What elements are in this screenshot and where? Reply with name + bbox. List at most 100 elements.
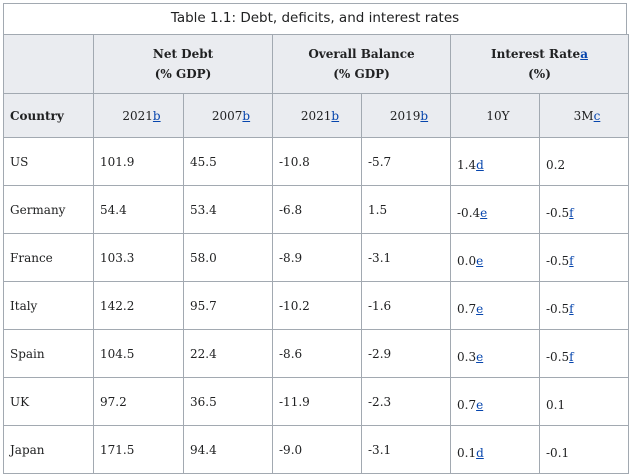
country-cell: US bbox=[3, 137, 94, 186]
rate-10y-cell: 0.7e bbox=[450, 377, 540, 426]
rate-10y-header: 10Y bbox=[450, 93, 540, 138]
overall-balance-header: Overall Balance (% GDP) bbox=[272, 34, 451, 94]
table-row: US 101.9 45.5 -10.8 -5.7 1.4d 0.2 bbox=[3, 137, 629, 186]
footnote-link[interactable]: a bbox=[580, 47, 588, 61]
cell-value: -10.2 bbox=[279, 298, 310, 313]
rate-10y-cell: 1.4d bbox=[450, 137, 540, 186]
cell-value: US bbox=[10, 154, 29, 169]
cell-value: 0.3 bbox=[457, 349, 477, 364]
cell-value: 36.5 bbox=[190, 394, 217, 409]
cell-value: -0.4 bbox=[457, 205, 481, 220]
net-debt-header: Net Debt (% GDP) bbox=[93, 34, 273, 94]
cell-value: 58.0 bbox=[190, 250, 217, 265]
balance-2021-cell: -8.9 bbox=[272, 233, 362, 282]
cell-value: 103.3 bbox=[100, 250, 135, 265]
header-label: 2019 bbox=[389, 108, 421, 123]
cell-value: 104.5 bbox=[100, 346, 135, 361]
rate-10y-cell: 0.0e bbox=[450, 233, 540, 282]
cell-value: 142.2 bbox=[100, 298, 135, 313]
header-label: 3M bbox=[573, 108, 594, 123]
country-header: Country bbox=[3, 93, 94, 138]
balance-2021-cell: -8.6 bbox=[272, 329, 362, 378]
net-debt-2021-cell: 171.5 bbox=[93, 425, 184, 474]
rate-3m-cell: -0.1 bbox=[539, 425, 629, 474]
rate-10y-cell: 0.3e bbox=[450, 329, 540, 378]
rate-3m-cell: -0.5f bbox=[539, 233, 629, 282]
header-label: 2021 bbox=[122, 108, 153, 123]
country-cell: UK bbox=[3, 377, 94, 426]
header-label: 10Y bbox=[486, 108, 510, 123]
cell-value: -0.1 bbox=[546, 445, 570, 460]
cell-value: 97.2 bbox=[100, 394, 127, 409]
net-debt-2007-cell: 53.4 bbox=[183, 185, 273, 234]
cell-value: -0.5 bbox=[546, 205, 570, 220]
footnote-link[interactable]: e bbox=[476, 349, 484, 364]
group-header-row: Net Debt (% GDP) Overall Balance (% GDP)… bbox=[3, 34, 629, 94]
balance-2019-cell: -3.1 bbox=[361, 233, 451, 282]
country-cell: Germany bbox=[3, 185, 94, 234]
cell-value: Germany bbox=[10, 202, 66, 217]
footnote-link[interactable]: d bbox=[476, 157, 484, 172]
net-debt-2007-cell: 94.4 bbox=[183, 425, 273, 474]
header-label: 2021 bbox=[300, 108, 332, 123]
cell-value: -3.1 bbox=[368, 442, 392, 457]
footnote-link[interactable]: b bbox=[331, 108, 340, 123]
rate-10y-cell: -0.4e bbox=[450, 185, 540, 234]
table-body: US 101.9 45.5 -10.8 -5.7 1.4d 0.2 Germany 54.4 53… bbox=[3, 137, 629, 474]
cell-value: -8.6 bbox=[279, 346, 303, 361]
balance-2021-cell: -10.2 bbox=[272, 281, 362, 330]
footnote-link[interactable]: e bbox=[476, 253, 484, 268]
footnote-link[interactable]: f bbox=[569, 349, 574, 364]
table-row: Italy 142.2 95.7 -10.2 -1.6 0.7e -0.5f bbox=[3, 281, 629, 330]
cell-value: -2.3 bbox=[368, 394, 392, 409]
table-caption: Table 1.1: Debt, deficits, and interest … bbox=[3, 3, 627, 34]
balance-2019-cell: -2.3 bbox=[361, 377, 451, 426]
footnote-link[interactable]: b bbox=[152, 108, 161, 123]
cell-value: -5.7 bbox=[368, 154, 392, 169]
cell-value: 0.1 bbox=[457, 445, 477, 460]
table-row: Germany 54.4 53.4 -6.8 1.5 -0.4e -0.5f bbox=[3, 185, 629, 234]
data-table: Net Debt (% GDP) Overall Balance (% GDP)… bbox=[3, 34, 629, 474]
cell-value: -11.9 bbox=[279, 394, 310, 409]
rate-10y-cell: 0.7e bbox=[450, 281, 540, 330]
footnote-link[interactable]: e bbox=[476, 397, 484, 412]
rate-3m-cell: 0.2 bbox=[539, 137, 629, 186]
country-cell: Spain bbox=[3, 329, 94, 378]
balance-2019-cell: 1.5 bbox=[361, 185, 451, 234]
cell-value: 95.7 bbox=[190, 298, 217, 313]
footnote-link[interactable]: f bbox=[569, 301, 574, 316]
footnote-link[interactable]: e bbox=[476, 301, 484, 316]
rate-3m-cell: -0.5f bbox=[539, 281, 629, 330]
footnote-link[interactable]: d bbox=[476, 445, 484, 460]
footnote-link[interactable]: f bbox=[569, 253, 574, 268]
footnote-link[interactable]: b bbox=[420, 108, 429, 123]
balance-2019-cell: -1.6 bbox=[361, 281, 451, 330]
net-debt-2021-cell: 54.4 bbox=[93, 185, 184, 234]
cell-value: -0.5 bbox=[546, 253, 570, 268]
footnote-link[interactable]: e bbox=[480, 205, 488, 220]
cell-value: 0.1 bbox=[546, 397, 566, 412]
cell-value: Spain bbox=[10, 346, 45, 361]
footnote-link[interactable]: f bbox=[569, 205, 574, 220]
footnote-link[interactable]: c bbox=[593, 108, 601, 123]
balance-2021-cell: -11.9 bbox=[272, 377, 362, 426]
net-debt-2021-cell: 97.2 bbox=[93, 377, 184, 426]
cell-value: -6.8 bbox=[279, 202, 303, 217]
table-row: Spain 104.5 22.4 -8.6 -2.9 0.3e -0.5f bbox=[3, 329, 629, 378]
sub-header-row: Country 2021b 2007b 2021b 2019b 10Y 3Mc bbox=[3, 93, 629, 138]
interest-rate-header: Interest Ratea (%) bbox=[450, 34, 629, 94]
table-row: France 103.3 58.0 -8.9 -3.1 0.0e -0.5f bbox=[3, 233, 629, 282]
table-container: Table 1.1: Debt, deficits, and interest … bbox=[3, 3, 629, 474]
net-debt-2007-cell: 95.7 bbox=[183, 281, 273, 330]
footnote-link[interactable]: b bbox=[242, 108, 251, 123]
net-debt-2021-cell: 101.9 bbox=[93, 137, 184, 186]
cell-value: 0.0 bbox=[457, 253, 477, 268]
cell-value: 101.9 bbox=[100, 154, 135, 169]
cell-value: -3.1 bbox=[368, 250, 392, 265]
cell-value: -0.5 bbox=[546, 301, 570, 316]
cell-value: 1.5 bbox=[368, 202, 388, 217]
cell-value: 0.2 bbox=[546, 157, 566, 172]
cell-value: Italy bbox=[10, 298, 38, 313]
cell-value: -1.6 bbox=[368, 298, 392, 313]
rate-3m-cell: -0.5f bbox=[539, 329, 629, 378]
